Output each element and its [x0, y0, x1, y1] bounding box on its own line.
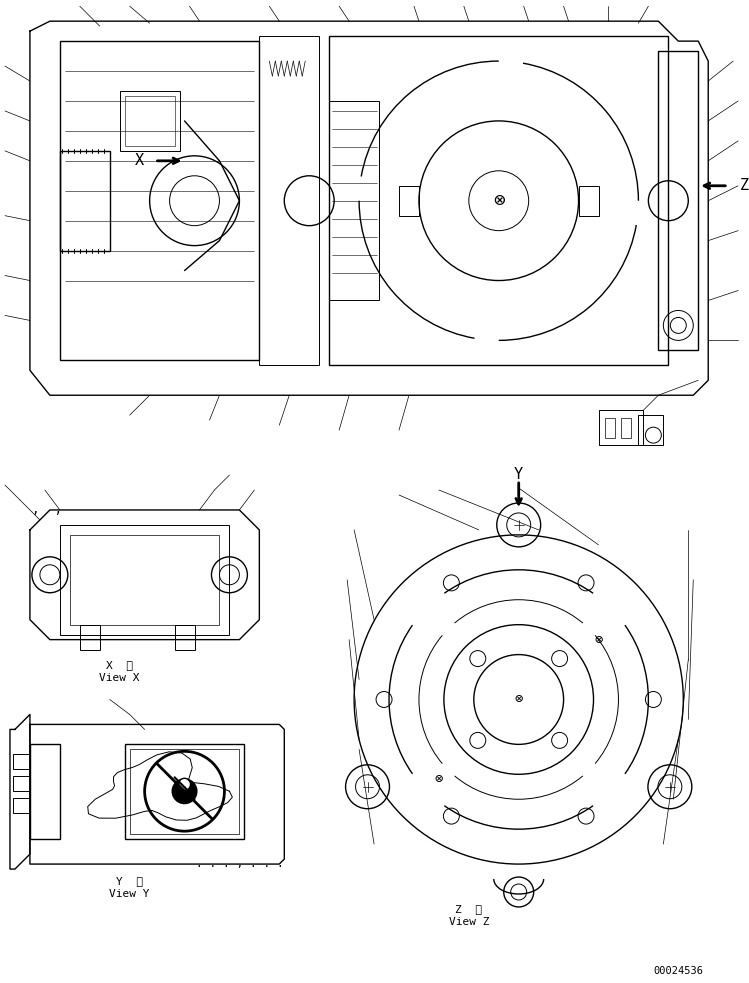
Bar — [30, 744, 60, 839]
Text: ⊗: ⊗ — [515, 692, 523, 707]
Text: 00024536: 00024536 — [653, 966, 703, 976]
Bar — [329, 36, 668, 366]
Bar — [124, 96, 175, 145]
Bar — [124, 744, 244, 839]
Text: X  視: X 視 — [106, 660, 133, 669]
Text: View X: View X — [100, 672, 140, 682]
Bar — [578, 186, 598, 215]
Text: ⊗: ⊗ — [594, 633, 603, 647]
Bar — [13, 754, 30, 770]
Bar — [598, 410, 643, 445]
Bar — [60, 150, 109, 251]
Bar — [638, 415, 664, 445]
Bar — [13, 798, 30, 813]
Circle shape — [172, 780, 196, 803]
Bar — [605, 418, 616, 438]
Bar — [13, 777, 30, 791]
Text: ⊗: ⊗ — [434, 773, 443, 786]
Text: . . . , . . .: . . . , . . . — [195, 859, 283, 869]
Text: X: X — [135, 153, 145, 168]
Bar — [399, 186, 419, 215]
Circle shape — [178, 779, 190, 790]
Bar — [120, 91, 180, 150]
Bar — [658, 51, 698, 350]
Bar — [329, 101, 379, 301]
Text: ⊗: ⊗ — [493, 192, 505, 210]
Bar — [130, 749, 240, 835]
Bar — [70, 535, 219, 624]
Text: Y  視: Y 視 — [116, 876, 143, 886]
Text: ,  ,: , , — [32, 503, 62, 516]
Bar — [175, 624, 195, 650]
Text: Y: Y — [514, 467, 524, 482]
Text: View Y: View Y — [109, 889, 150, 899]
Bar — [259, 36, 319, 366]
Bar — [60, 525, 229, 635]
Text: View Z: View Z — [449, 917, 489, 927]
Text: Z  視: Z 視 — [455, 904, 482, 914]
Bar — [60, 41, 259, 361]
Bar — [80, 624, 100, 650]
Text: Z: Z — [740, 178, 749, 194]
Bar — [622, 418, 631, 438]
